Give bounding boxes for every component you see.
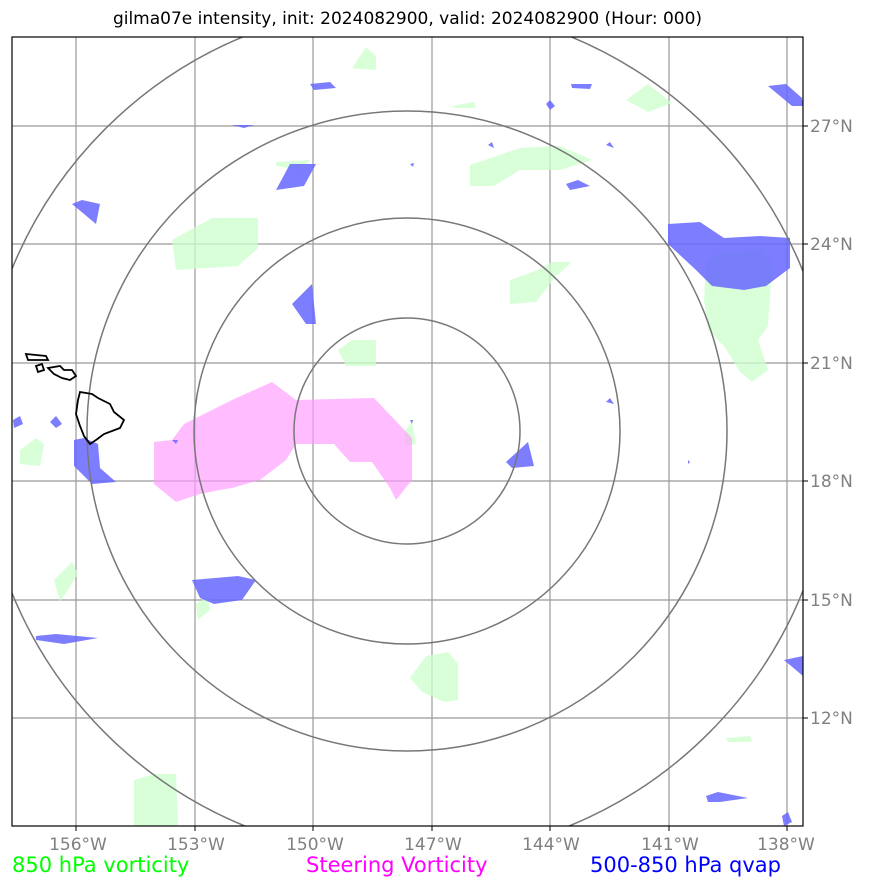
green-patch <box>410 652 458 702</box>
lat-tick-label: 18°N <box>810 472 853 492</box>
blue-patch <box>192 576 256 604</box>
lon-tick-label: 141°W <box>641 835 699 855</box>
blue-patch <box>506 442 534 468</box>
green-patch <box>338 340 376 366</box>
lon-tick-labels: 156°W 153°W 150°W 147°W 144°W 141°W 138°… <box>49 835 815 855</box>
green-patch <box>352 47 376 70</box>
blue-patch <box>566 180 590 190</box>
green-patch <box>134 774 178 826</box>
lat-tick-label: 27°N <box>810 117 853 137</box>
coastline-big-island <box>75 390 126 446</box>
range-rings <box>12 37 803 826</box>
range-ring <box>293 317 521 545</box>
blue-patch <box>706 792 748 802</box>
blue-patch <box>606 398 614 404</box>
blue-patch <box>546 100 555 110</box>
lon-tick-label: 150°W <box>286 835 344 855</box>
lon-tick-label: 144°W <box>522 835 580 855</box>
lon-tick-label: 147°W <box>404 835 462 855</box>
legend-vorticity-850: 850 hPa vorticity <box>12 853 190 877</box>
coastline-oahu <box>34 362 46 374</box>
range-ring <box>86 110 728 752</box>
green-patch <box>626 84 672 112</box>
blue-patch <box>488 142 494 148</box>
blue-patch <box>768 84 803 106</box>
tick-marks <box>75 125 808 831</box>
hawaii-coastline <box>24 352 126 446</box>
blue-patch <box>36 634 98 644</box>
lat-tick-label: 24°N <box>810 235 853 255</box>
qvap-layer <box>13 82 803 826</box>
blue-patch <box>782 812 792 826</box>
green-patch <box>20 438 44 466</box>
blue-patch <box>410 163 414 167</box>
lat-tick-label: 15°N <box>810 591 853 611</box>
plot-title: gilma07e intensity, init: 2024082900, va… <box>112 9 703 29</box>
legend-qvap: 500-850 hPa qvap <box>590 853 781 877</box>
green-patch <box>726 736 752 742</box>
blue-patch <box>13 416 23 428</box>
map-frame <box>11 36 804 827</box>
green-patch <box>196 596 210 620</box>
lon-tick-label: 138°W <box>757 835 815 855</box>
magenta-patch <box>154 382 412 502</box>
green-patch <box>452 102 476 108</box>
green-patch <box>172 218 258 270</box>
blue-patch <box>668 222 790 290</box>
lat-tick-label: 21°N <box>810 354 853 374</box>
green-patch <box>54 562 78 602</box>
coastline-kauai <box>24 352 50 361</box>
blue-patch <box>571 84 592 89</box>
blue-patch <box>784 656 803 676</box>
legend-steering-vorticity: Steering Vorticity <box>306 853 488 877</box>
range-ring <box>193 217 621 645</box>
blue-patch <box>74 438 116 484</box>
lat-tick-label: 12°N <box>810 709 853 729</box>
steering-vorticity-layer <box>154 382 412 502</box>
blue-patch <box>688 460 690 464</box>
green-patch <box>510 262 572 304</box>
blue-patch <box>172 440 178 444</box>
blue-patch <box>50 416 62 428</box>
blue-patch <box>410 420 413 424</box>
blue-patch <box>276 164 316 190</box>
lon-tick-label: 153°W <box>167 835 225 855</box>
coastline-maui <box>46 365 78 381</box>
lon-tick-label: 156°W <box>49 835 107 855</box>
blue-patch <box>606 142 614 148</box>
blue-patch <box>292 284 316 324</box>
blue-patch <box>232 125 254 128</box>
blue-patch <box>72 200 100 224</box>
blue-patch <box>310 82 336 90</box>
lat-tick-labels: 27°N 24°N 21°N 18°N 15°N 12°N <box>810 117 853 729</box>
green-patch <box>470 146 592 186</box>
